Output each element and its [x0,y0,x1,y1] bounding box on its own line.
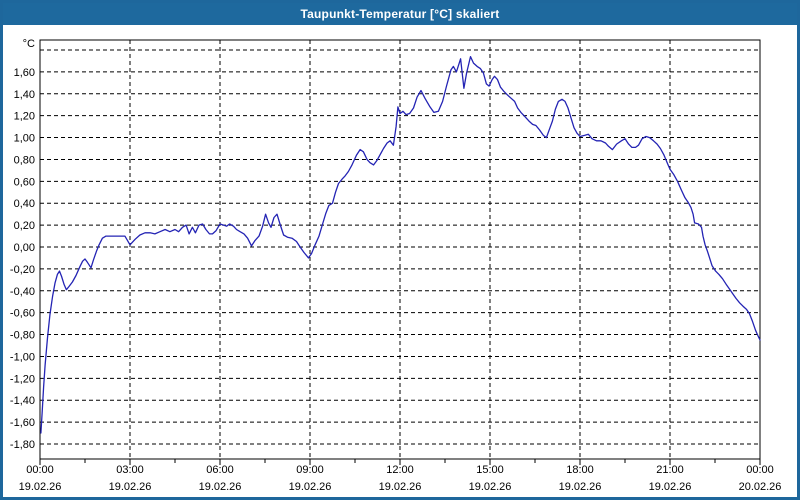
svg-text:°C: °C [23,38,35,50]
svg-text:-1,00: -1,00 [10,351,35,363]
window-titlebar[interactable]: Taupunkt-Temperatur [°C] skaliert [3,3,797,25]
svg-text:1,20: 1,20 [14,111,35,123]
svg-text:18:00: 18:00 [566,464,594,476]
svg-text:-0,40: -0,40 [10,286,35,298]
svg-text:12:00: 12:00 [386,464,414,476]
svg-text:20.02.26: 20.02.26 [739,481,782,493]
svg-text:-1,20: -1,20 [10,373,35,385]
svg-text:19.02.26: 19.02.26 [469,481,512,493]
svg-text:1,00: 1,00 [14,133,35,145]
svg-text:1,60: 1,60 [14,67,35,79]
svg-text:-1,60: -1,60 [10,417,35,429]
svg-text:19.02.26: 19.02.26 [649,481,692,493]
svg-text:19.02.26: 19.02.26 [559,481,602,493]
svg-text:-1,40: -1,40 [10,395,35,407]
chart-area: -1,80 -1,60 -1,40 -1,20 -1,00 -0,80 -0,60 -0,40… [3,25,797,497]
svg-text:0,60: 0,60 [14,176,35,188]
svg-text:0,40: 0,40 [14,198,35,210]
svg-text:1,40: 1,40 [14,89,35,101]
window-title: Taupunkt-Temperatur [°C] skaliert [300,7,500,21]
dewpoint-temperature-chart: -1,80 -1,60 -1,40 -1,20 -1,00 -0,80 -0,60 -0,40… [10,38,782,493]
svg-text:00:00: 00:00 [26,464,54,476]
svg-text:19.02.26: 19.02.26 [289,481,332,493]
svg-text:0,20: 0,20 [14,220,35,232]
svg-text:06:00: 06:00 [206,464,234,476]
svg-text:03:00: 03:00 [116,464,144,476]
svg-text:-0,20: -0,20 [10,264,35,276]
svg-text:21:00: 21:00 [656,464,684,476]
svg-text:19.02.26: 19.02.26 [19,481,62,493]
svg-text:19.02.26: 19.02.26 [199,481,242,493]
svg-text:0,00: 0,00 [14,242,35,254]
svg-text:15:00: 15:00 [476,464,504,476]
svg-text:0,80: 0,80 [14,154,35,166]
svg-text:00:00: 00:00 [746,464,774,476]
svg-text:-1,80: -1,80 [10,439,35,451]
svg-text:19.02.26: 19.02.26 [379,481,422,493]
svg-text:-0,60: -0,60 [10,308,35,320]
svg-text:09:00: 09:00 [296,464,324,476]
svg-text:19.02.26: 19.02.26 [109,481,152,493]
svg-text:-0,80: -0,80 [10,330,35,342]
